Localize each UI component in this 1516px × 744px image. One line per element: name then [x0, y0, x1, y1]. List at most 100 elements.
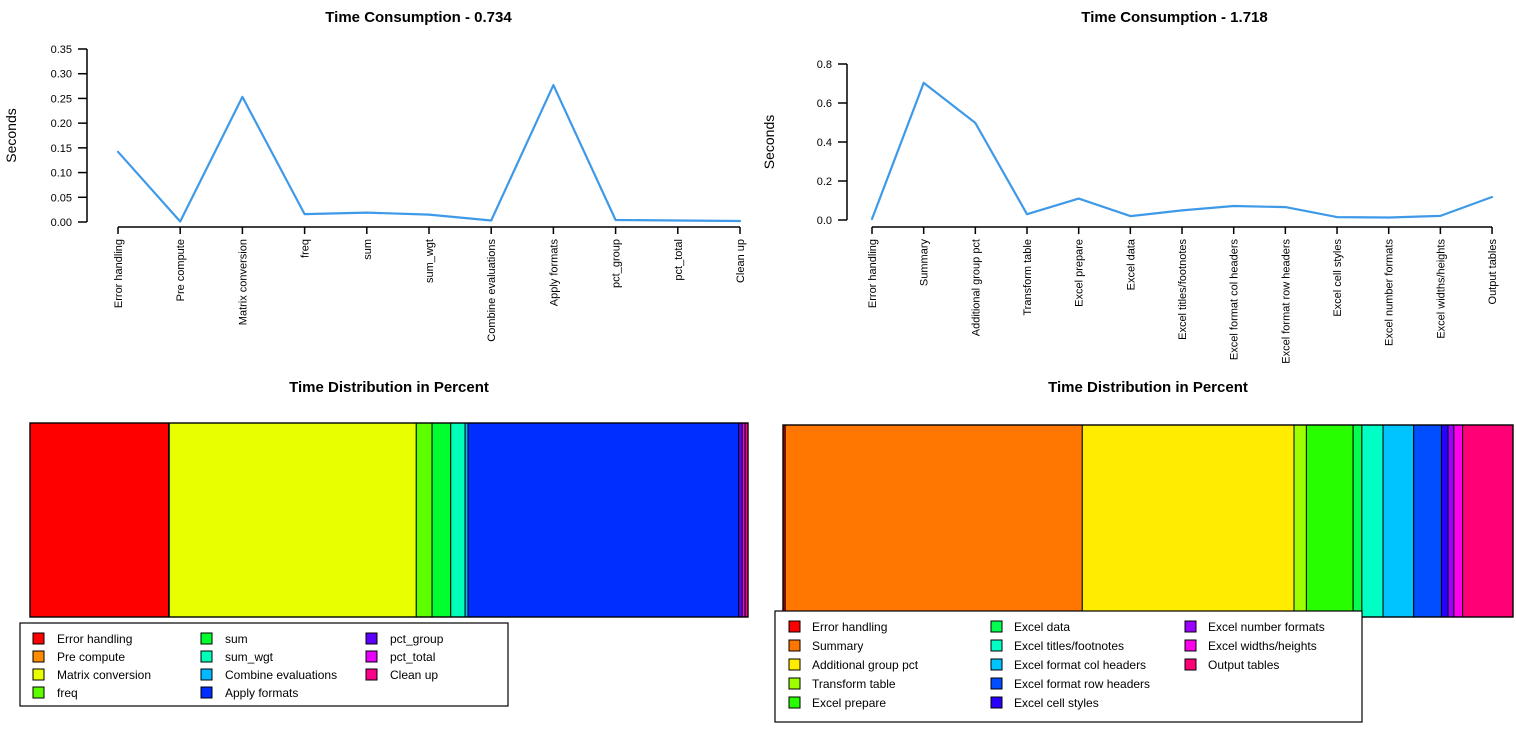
y-tick-label: 0.05	[51, 192, 72, 204]
bar-segment-excel-format-col-headers	[1382, 424, 1415, 618]
x-tick-label: Additional group pct	[970, 239, 982, 336]
bar-segment-summary	[784, 424, 1083, 618]
stacked-bar-chart-right: Time Distribution in Percent Error handli…	[774, 379, 1514, 723]
legend-swatch-error-handling	[788, 620, 801, 633]
legend-label: freq	[57, 686, 78, 700]
chart-title: Time Consumption - 1.718	[1081, 9, 1267, 26]
legend-swatch-additional-group-pct	[788, 658, 801, 671]
x-tick-label: Matrix conversion	[237, 239, 249, 325]
legend-swatch-freq	[32, 686, 45, 699]
data-line	[116, 83, 742, 223]
legend-swatch-apply-formats	[200, 686, 213, 699]
legend-swatch-excel-prepare	[788, 696, 801, 709]
legend-label: Excel cell styles	[1014, 696, 1099, 710]
y-tick-label: 0.00	[51, 217, 72, 229]
legend-swatch-excel-widths-heights	[1184, 639, 1197, 652]
x-tick-label: Excel prepare	[1074, 239, 1086, 307]
x-tick-label: sum_wgt	[424, 239, 436, 283]
x-tick-label: Output tables	[1487, 239, 1499, 305]
x-tick-label: Excel titles/footnotes	[1177, 239, 1189, 340]
legend-label: Summary	[812, 639, 863, 653]
y-tick-label: 0.2	[817, 176, 832, 188]
line-chart-right: Time Consumption - 1.718 0.0 0.2 0.4 0.6 0.8 S…	[761, 9, 1499, 364]
legend-label: Excel widths/heights	[1208, 639, 1317, 653]
bar-segment-error-handling	[29, 422, 170, 618]
data-line	[870, 81, 1494, 221]
bar-segment-sum	[431, 422, 452, 618]
x-tick-label: Error handling	[113, 239, 125, 308]
legend-label: pct_total	[390, 650, 435, 664]
x-tick-label: Excel data	[1125, 238, 1137, 290]
legend-swatch-sum	[200, 632, 213, 645]
y-tick-label: 0.10	[51, 168, 72, 180]
legend-swatch-pct-total	[365, 650, 378, 663]
bar-segment-excel-titles-footnotes	[1361, 424, 1384, 618]
x-tick-label: pct_group	[611, 239, 623, 288]
chart-title: Time Distribution in Percent	[1048, 379, 1248, 396]
panel-time-distribution-left: Time Distribution in Percent Error handli…	[0, 372, 758, 744]
legend-label: Pre compute	[57, 650, 125, 664]
legend-swatch-excel-titles-footnotes	[990, 639, 1003, 652]
legend-label: pct_group	[390, 632, 444, 646]
legend-label: Error handling	[812, 620, 887, 634]
bar-segment-excel-number-formats	[1447, 424, 1455, 618]
bar-segment-freq	[415, 422, 433, 618]
y-tick-label: 0.35	[51, 44, 72, 56]
legend-label: Excel titles/footnotes	[1014, 639, 1124, 653]
y-axis-label: Seconds	[3, 108, 19, 162]
legend-label: Excel format col headers	[1014, 658, 1146, 672]
legend-label: Transform table	[812, 677, 896, 691]
panel-time-distribution-right: Time Distribution in Percent Error handli…	[758, 372, 1516, 744]
legend-label: Combine evaluations	[225, 668, 337, 682]
panel-time-consumption-right: Time Consumption - 1.718 0.0 0.2 0.4 0.6 0.8 S…	[758, 0, 1516, 372]
y-tick-label: 0.0	[817, 215, 832, 227]
y-tick-label: 0.30	[51, 69, 72, 81]
x-tick-label: Error handling	[867, 239, 879, 308]
legend-box	[774, 610, 1363, 723]
legend-swatch-pre-compute	[32, 650, 45, 663]
bar-segment-pct-group	[738, 422, 743, 618]
legend-swatch-clean-up	[365, 668, 378, 681]
x-tick-label: Excel widths/heights	[1435, 239, 1447, 339]
x-tick-label: sum	[362, 239, 374, 260]
x-tick-label: Clean up	[735, 239, 747, 283]
chart-title: Time Distribution in Percent	[289, 379, 489, 396]
bar-segment-excel-cell-styles	[1440, 424, 1449, 618]
bar-segment-output-tables	[1462, 424, 1514, 618]
legend-label: sum	[225, 632, 248, 646]
bar-segment-apply-formats	[467, 422, 740, 618]
legend-swatch-excel-data	[990, 620, 1003, 633]
legend-label: Error handling	[57, 632, 132, 646]
panel-time-consumption-left: Time Consumption - 0.734 0.00 0.05 0.10 0.15…	[0, 0, 758, 372]
line-chart-left: Time Consumption - 0.734 0.00 0.05 0.10 0.15…	[3, 9, 747, 342]
x-tick-label: Excel number formats	[1384, 239, 1396, 346]
y-tick-label: 0.25	[51, 93, 72, 105]
bar-segment-sum-wgt	[450, 422, 466, 618]
legend-swatch-excel-number-formats	[1184, 620, 1197, 633]
bar-segment-matrix-conversion	[168, 422, 417, 618]
bar-segment-excel-prepare	[1305, 424, 1354, 618]
x-tick-label: Excel format col headers	[1229, 239, 1241, 361]
x-tick-label: Excel cell styles	[1332, 239, 1344, 317]
bar-segment-additional-group-pct	[1081, 424, 1295, 618]
legend-label: Additional group pct	[812, 658, 919, 672]
x-tick-label: Pre compute	[175, 239, 187, 301]
x-tick-label: pct_total	[673, 239, 685, 281]
bar-segment-transform-table	[1293, 424, 1307, 618]
legend-swatch-output-tables	[1184, 658, 1197, 671]
x-tick-label: Excel format row headers	[1280, 239, 1292, 364]
y-axis-label: Seconds	[761, 115, 777, 169]
y-tick-label: 0.4	[817, 137, 832, 149]
legend-swatch-summary	[788, 639, 801, 652]
legend-swatch-excel-format-col-headers	[990, 658, 1003, 671]
legend-label: Excel prepare	[812, 696, 886, 710]
bar-segment-excel-format-row-headers	[1413, 424, 1442, 618]
legend-label: Excel number formats	[1208, 620, 1325, 634]
chart-title: Time Consumption - 0.734	[325, 9, 512, 26]
legend-swatch-sum-wgt	[200, 650, 213, 663]
bar-border	[29, 422, 749, 618]
x-tick-label: freq	[300, 239, 312, 258]
legend-swatch-error-handling	[32, 632, 45, 645]
legend-swatch-transform-table	[788, 677, 801, 690]
